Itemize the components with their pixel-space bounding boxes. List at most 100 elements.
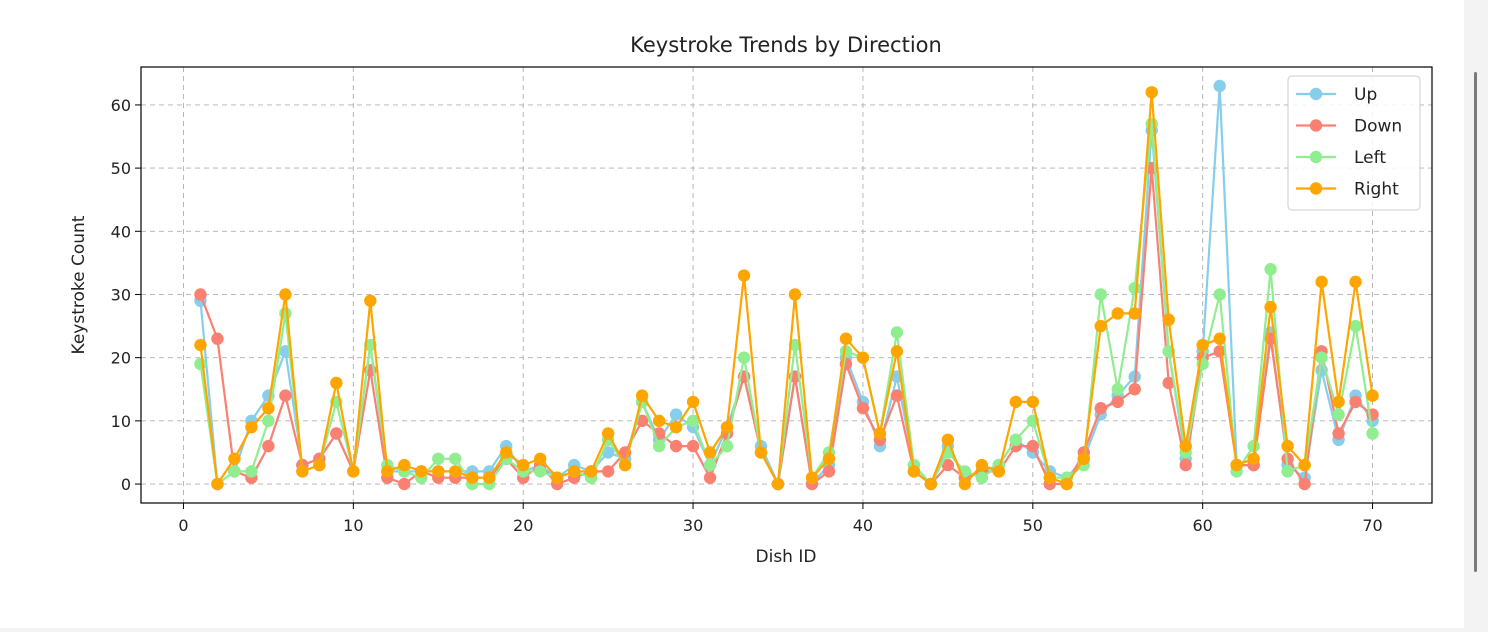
data-point-left <box>1349 319 1362 333</box>
data-point-right <box>1145 86 1158 99</box>
data-point-left <box>228 465 241 478</box>
data-point-right <box>432 465 445 478</box>
data-point-right <box>245 420 258 434</box>
series-layer <box>194 79 1379 491</box>
data-point-right <box>1366 389 1379 402</box>
data-point-right <box>262 402 275 415</box>
data-point-right <box>330 376 343 390</box>
data-point-left <box>1213 288 1226 301</box>
data-point-right <box>1264 300 1277 314</box>
y-tick-label: 0 <box>121 475 131 494</box>
data-point-right <box>483 471 496 484</box>
data-point-left <box>839 345 853 358</box>
data-point-down <box>686 439 700 453</box>
data-point-left <box>652 439 666 453</box>
data-point-right <box>686 395 700 409</box>
data-point-right <box>1281 439 1294 453</box>
data-point-down <box>1162 376 1175 390</box>
data-point-right <box>517 458 530 472</box>
data-point-right <box>788 288 802 301</box>
data-point-down <box>1298 477 1311 491</box>
legend-swatch-marker <box>1309 119 1323 132</box>
data-point-down <box>1026 439 1040 453</box>
data-point-right <box>805 471 819 484</box>
data-point-right <box>1247 452 1260 465</box>
data-point-right <box>347 465 360 478</box>
data-point-down <box>1332 427 1345 440</box>
data-point-right <box>1162 313 1175 326</box>
x-tick-label: 10 <box>343 516 363 535</box>
legend-item-up: Up <box>1296 85 1377 105</box>
data-point-down <box>1349 395 1362 409</box>
x-tick-label: 70 <box>1362 516 1382 535</box>
x-tick-label: 50 <box>1023 516 1043 535</box>
data-point-right <box>669 420 683 434</box>
data-point-left <box>1247 439 1260 453</box>
axes: 0 10 20 30 40 50 60 70 0 10 20 30 40 50 60 <box>111 96 1383 535</box>
data-point-right <box>1298 458 1311 472</box>
data-point-right <box>635 389 649 402</box>
data-point-right <box>1060 477 1073 491</box>
vertical-scrollbar[interactable] <box>1464 0 1488 632</box>
data-point-left <box>703 458 717 472</box>
legend-item-down: Down <box>1296 117 1402 137</box>
data-point-down <box>1094 402 1107 415</box>
data-point-right <box>720 420 734 434</box>
data-point-left <box>449 452 462 465</box>
data-point-left <box>1332 408 1345 421</box>
data-point-right <box>211 477 224 491</box>
data-point-right <box>1094 319 1107 333</box>
data-point-down <box>1179 458 1192 472</box>
data-point-right <box>1230 458 1243 472</box>
data-point-down <box>330 427 343 440</box>
data-point-right <box>466 471 479 484</box>
data-point-left <box>1094 288 1107 301</box>
data-point-down <box>279 389 292 402</box>
x-tick-label: 30 <box>683 516 703 535</box>
data-point-left <box>1264 263 1277 276</box>
data-point-right <box>550 471 564 484</box>
data-point-right <box>1043 471 1056 484</box>
data-point-right <box>958 477 972 491</box>
data-point-right <box>449 465 462 478</box>
data-point-right <box>533 452 547 465</box>
y-tick-label: 60 <box>111 96 131 115</box>
data-point-down <box>941 458 955 472</box>
data-point-right <box>1077 452 1090 465</box>
data-point-right <box>1315 275 1328 289</box>
y-tick-label: 10 <box>111 412 131 431</box>
data-point-right <box>1009 395 1023 409</box>
data-point-right <box>652 414 666 428</box>
data-point-right <box>500 446 513 459</box>
data-point-right <box>618 458 632 472</box>
x-tick-label: 20 <box>513 516 533 535</box>
data-point-right <box>771 477 785 491</box>
data-point-left <box>1111 383 1124 396</box>
data-point-left <box>1315 351 1328 364</box>
legend-swatch-marker <box>1309 150 1323 164</box>
data-point-down <box>635 414 649 428</box>
data-point-right <box>1332 395 1345 409</box>
scrollbar-thumb[interactable] <box>1474 72 1477 572</box>
data-point-down <box>1111 395 1124 409</box>
legend-swatch-marker <box>1309 182 1323 195</box>
data-point-left <box>1145 117 1158 131</box>
y-tick-label: 50 <box>111 159 131 178</box>
x-tick-label: 60 <box>1192 516 1212 535</box>
data-point-right <box>1213 332 1226 345</box>
data-point-down <box>262 439 275 453</box>
data-point-down <box>703 471 717 484</box>
y-axis-label: Keystroke Count <box>69 215 89 354</box>
data-point-right <box>313 458 326 472</box>
x-tick-label: 0 <box>178 516 188 535</box>
series-line-right <box>199 91 1374 486</box>
data-point-right <box>1179 439 1192 453</box>
line-chart: Keystroke Trends by Direction 0 10 20 30 40 5… <box>69 33 1433 567</box>
legend-swatch-marker <box>1309 87 1323 101</box>
data-point-left <box>245 465 258 478</box>
data-point-right <box>364 294 377 307</box>
data-point-left <box>975 471 989 484</box>
data-point-right <box>754 446 768 459</box>
data-point-right <box>296 465 309 478</box>
data-point-left <box>1009 433 1023 447</box>
